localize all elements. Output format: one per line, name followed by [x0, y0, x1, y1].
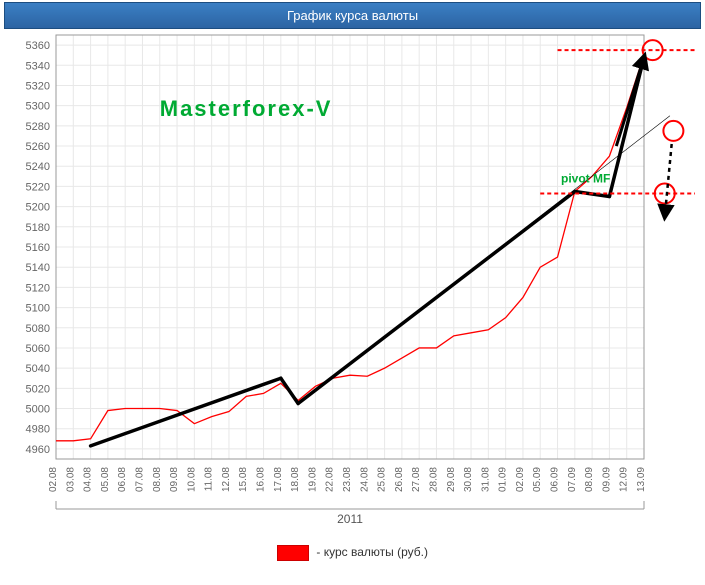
- svg-text:22.08: 22.08: [325, 467, 336, 492]
- svg-text:5020: 5020: [26, 383, 50, 395]
- svg-text:4960: 4960: [26, 444, 50, 456]
- svg-text:09.09: 09.09: [601, 467, 612, 492]
- svg-text:5280: 5280: [26, 121, 50, 133]
- svg-text:07.08: 07.08: [134, 467, 145, 492]
- svg-text:5260: 5260: [26, 141, 50, 153]
- svg-text:5220: 5220: [26, 181, 50, 193]
- svg-text:02.08: 02.08: [48, 467, 59, 492]
- svg-text:5320: 5320: [26, 80, 50, 92]
- svg-text:10.08: 10.08: [186, 467, 197, 492]
- svg-text:12.09: 12.09: [619, 467, 630, 492]
- svg-text:23.08: 23.08: [342, 467, 353, 492]
- svg-text:13.09: 13.09: [636, 467, 647, 492]
- svg-text:5060: 5060: [26, 343, 50, 355]
- svg-text:27.08: 27.08: [411, 467, 422, 492]
- svg-text:5240: 5240: [26, 161, 50, 173]
- svg-text:08.08: 08.08: [152, 467, 163, 492]
- svg-text:4980: 4980: [26, 424, 50, 436]
- legend-text: - курс валюты (руб.): [313, 545, 428, 559]
- svg-text:06.09: 06.09: [550, 467, 561, 492]
- svg-text:5140: 5140: [26, 262, 50, 274]
- svg-text:28.08: 28.08: [428, 467, 439, 492]
- svg-text:2011: 2011: [337, 512, 363, 526]
- svg-text:17.08: 17.08: [273, 467, 284, 492]
- legend: - курс валюты (руб.): [0, 539, 705, 561]
- svg-text:11.08: 11.08: [204, 467, 215, 492]
- svg-text:5160: 5160: [26, 242, 50, 254]
- svg-text:5300: 5300: [26, 101, 50, 113]
- svg-text:5040: 5040: [26, 363, 50, 375]
- svg-text:03.08: 03.08: [65, 467, 76, 492]
- svg-text:5100: 5100: [26, 303, 50, 315]
- svg-text:5080: 5080: [26, 323, 50, 335]
- chart-title-bar: График курса валюты: [4, 2, 701, 29]
- svg-text:5340: 5340: [26, 60, 50, 72]
- svg-text:5360: 5360: [26, 40, 50, 52]
- svg-text:18.08: 18.08: [290, 467, 301, 492]
- svg-text:04.08: 04.08: [83, 467, 94, 492]
- svg-text:02.09: 02.09: [515, 467, 526, 492]
- svg-text:Masterforex-V: Masterforex-V: [160, 96, 333, 121]
- svg-text:05.09: 05.09: [532, 467, 543, 492]
- svg-text:15.08: 15.08: [238, 467, 249, 492]
- svg-text:5200: 5200: [26, 202, 50, 214]
- legend-swatch: [277, 545, 309, 561]
- svg-text:5120: 5120: [26, 282, 50, 294]
- svg-text:24.08: 24.08: [359, 467, 370, 492]
- svg-text:26.08: 26.08: [394, 467, 405, 492]
- svg-text:05.08: 05.08: [100, 467, 111, 492]
- svg-text:08.09: 08.09: [584, 467, 595, 492]
- svg-text:31.08: 31.08: [480, 467, 491, 492]
- svg-text:25.08: 25.08: [377, 467, 388, 492]
- svg-text:5000: 5000: [26, 404, 50, 416]
- svg-text:pivot MF: pivot MF: [561, 171, 610, 185]
- svg-text:01.09: 01.09: [498, 467, 509, 492]
- svg-text:07.09: 07.09: [567, 467, 578, 492]
- svg-text:5180: 5180: [26, 222, 50, 234]
- chart-title: График курса валюты: [287, 8, 418, 23]
- svg-text:16.08: 16.08: [256, 467, 267, 492]
- chart-svg: 4960 4980 5000 5020 5040 5060 5080 5100 5120 5140…: [4, 29, 701, 539]
- svg-text:09.08: 09.08: [169, 467, 180, 492]
- svg-text:29.08: 29.08: [446, 467, 457, 492]
- svg-text:06.08: 06.08: [117, 467, 128, 492]
- chart-area: 4960 4980 5000 5020 5040 5060 5080 5100 5120 5140…: [4, 29, 701, 539]
- svg-text:12.08: 12.08: [221, 467, 232, 492]
- svg-text:30.08: 30.08: [463, 467, 474, 492]
- svg-text:19.08: 19.08: [307, 467, 318, 492]
